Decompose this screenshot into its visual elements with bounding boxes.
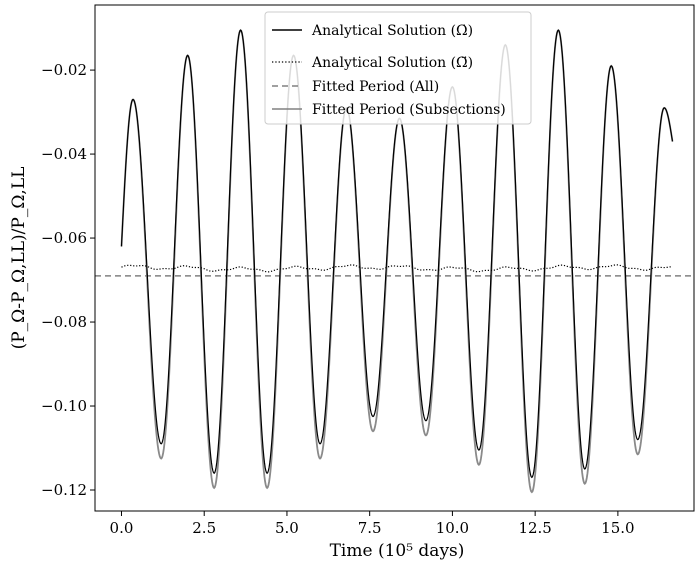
legend-label-analytical-dotted: Analytical Solution (Ω̈) [311, 55, 473, 71]
legend: Analytical Solution (Ω̇) Analytical Solu… [264, 11, 532, 125]
y-tick-label: −0.06 [41, 229, 87, 247]
series-analytical-solution-dotted [121, 264, 673, 273]
x-tick-label: 7.5 [358, 519, 382, 537]
y-tick-label: −0.02 [41, 61, 87, 79]
plot-frame [94, 4, 695, 512]
x-tick-label: 12.5 [518, 519, 551, 537]
y-tick-label: −0.04 [41, 145, 87, 163]
y-axis-label: (P_Ω-P_Ω,LL)/P_Ω,LL [9, 167, 29, 350]
y-tick-label: −0.12 [41, 481, 87, 499]
y-tick-label: −0.10 [41, 397, 87, 415]
x-tick-label: 10.0 [436, 519, 469, 537]
y-tick-label: −0.08 [41, 313, 87, 331]
x-tick-label: 2.5 [192, 519, 216, 537]
legend-label-fitted-subsections: Fitted Period (Subsections) [312, 102, 506, 118]
x-tick-label: 0.0 [110, 519, 134, 537]
legend-label-analytical-solid: Analytical Solution (Ω̇) [311, 23, 473, 39]
legend-box [264, 11, 532, 125]
x-axis: 0.0 2.5 5.0 7.5 10.0 12.5 15.0 [110, 511, 635, 537]
x-tick-label: 5.0 [275, 519, 299, 537]
legend-label-fitted-all: Fitted Period (All) [312, 79, 439, 95]
x-tick-label: 15.0 [601, 519, 634, 537]
y-axis: −0.02 −0.04 −0.06 −0.08 −0.10 −0.12 [41, 61, 95, 499]
x-axis-label: Time (10⁵ days) [330, 541, 465, 561]
